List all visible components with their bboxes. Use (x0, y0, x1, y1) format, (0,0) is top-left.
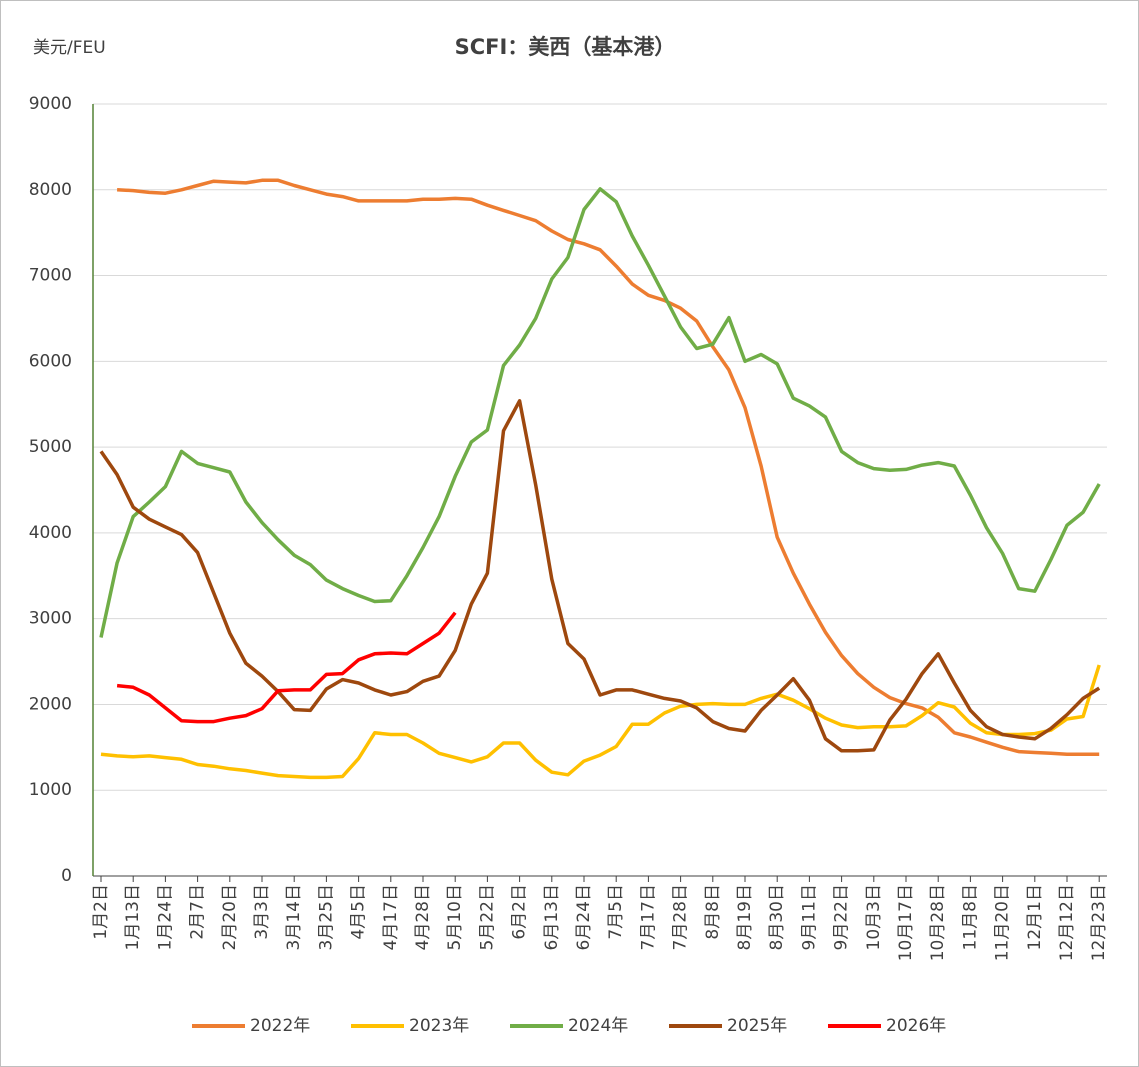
x-tick-label: 6月2日 (510, 884, 530, 940)
series-line (100, 664, 1101, 780)
x-tick-label: 7月28日 (671, 884, 691, 950)
x-tick-label: 12月1日 (1025, 884, 1045, 950)
y-tick-label: 0 (61, 866, 72, 886)
y-tick-label: 6000 (29, 351, 72, 371)
y-tick-label: 5000 (29, 437, 72, 457)
y-axis-unit: 美元/FEU (33, 38, 106, 58)
x-tick-label: 5月10日 (445, 884, 465, 950)
y-tick-label: 9000 (29, 94, 72, 114)
x-tick-label: 2月7日 (188, 884, 208, 940)
series-line (117, 178, 1100, 756)
legend-label: 2022年 (250, 1016, 310, 1036)
y-tick-label: 3000 (29, 609, 72, 629)
x-tick-label: 6月24日 (574, 884, 594, 950)
x-tick-label: 4月17日 (381, 884, 401, 950)
legend-label: 2023年 (409, 1016, 469, 1036)
x-tick-label: 6月13日 (542, 884, 562, 950)
x-tick-label: 3月14日 (284, 884, 304, 950)
y-tick-label: 8000 (29, 180, 72, 200)
x-tick-label: 1月24日 (155, 884, 175, 950)
x-tick-label: 4月5日 (349, 884, 369, 940)
x-tick-label: 11月8日 (960, 884, 980, 950)
x-tick-label: 8月8日 (703, 884, 723, 940)
x-tick-label: 8月30日 (767, 884, 787, 950)
x-tick-label: 9月11日 (799, 884, 819, 950)
x-tick-label: 4月28日 (413, 884, 433, 950)
chart-title: SCFI：美西（基本港） (455, 35, 676, 59)
y-tick-label: 2000 (29, 694, 72, 714)
series-line (116, 611, 457, 724)
x-tick-label: 1月2日 (91, 884, 111, 940)
x-tick-label: 7月17日 (638, 884, 658, 950)
x-tick-label: 9月22日 (832, 884, 852, 950)
x-tick-label: 2月20日 (220, 884, 240, 950)
x-tick-label: 11月20日 (993, 884, 1013, 961)
legend-label: 2026年 (886, 1016, 946, 1036)
x-tick-label: 12月23日 (1089, 884, 1109, 961)
x-tick-label: 8月19日 (735, 884, 755, 950)
y-tick-label: 4000 (29, 523, 72, 543)
x-tick-label: 5月22日 (477, 884, 497, 950)
series-line (99, 399, 1101, 753)
y-tick-label: 1000 (29, 780, 72, 800)
legend-label: 2025年 (727, 1016, 787, 1036)
series-line (99, 187, 1101, 638)
x-tick-label: 3月3日 (252, 884, 272, 940)
x-tick-label: 12月12日 (1057, 884, 1077, 961)
x-tick-label: 10月28日 (928, 884, 948, 961)
x-tick-label: 10月3日 (864, 884, 884, 950)
y-tick-label: 7000 (29, 266, 72, 286)
x-tick-label: 1月13日 (123, 884, 143, 950)
x-tick-label: 10月17日 (896, 884, 916, 961)
legend-label: 2024年 (568, 1016, 628, 1036)
x-tick-label: 7月5日 (606, 884, 626, 940)
x-tick-label: 3月25日 (316, 884, 336, 950)
